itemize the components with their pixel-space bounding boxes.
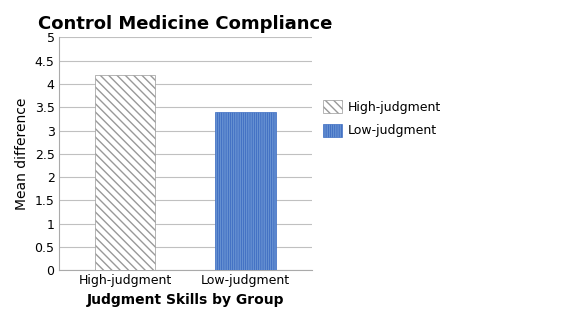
- Title: Control Medicine Compliance: Control Medicine Compliance: [38, 15, 333, 33]
- Y-axis label: Mean difference: Mean difference: [15, 98, 29, 210]
- Legend: High-judgment, Low-judgment: High-judgment, Low-judgment: [323, 100, 442, 137]
- Bar: [95, 75, 155, 270]
- X-axis label: Judgment Skills by Group: Judgment Skills by Group: [86, 293, 284, 307]
- Bar: [215, 112, 275, 270]
